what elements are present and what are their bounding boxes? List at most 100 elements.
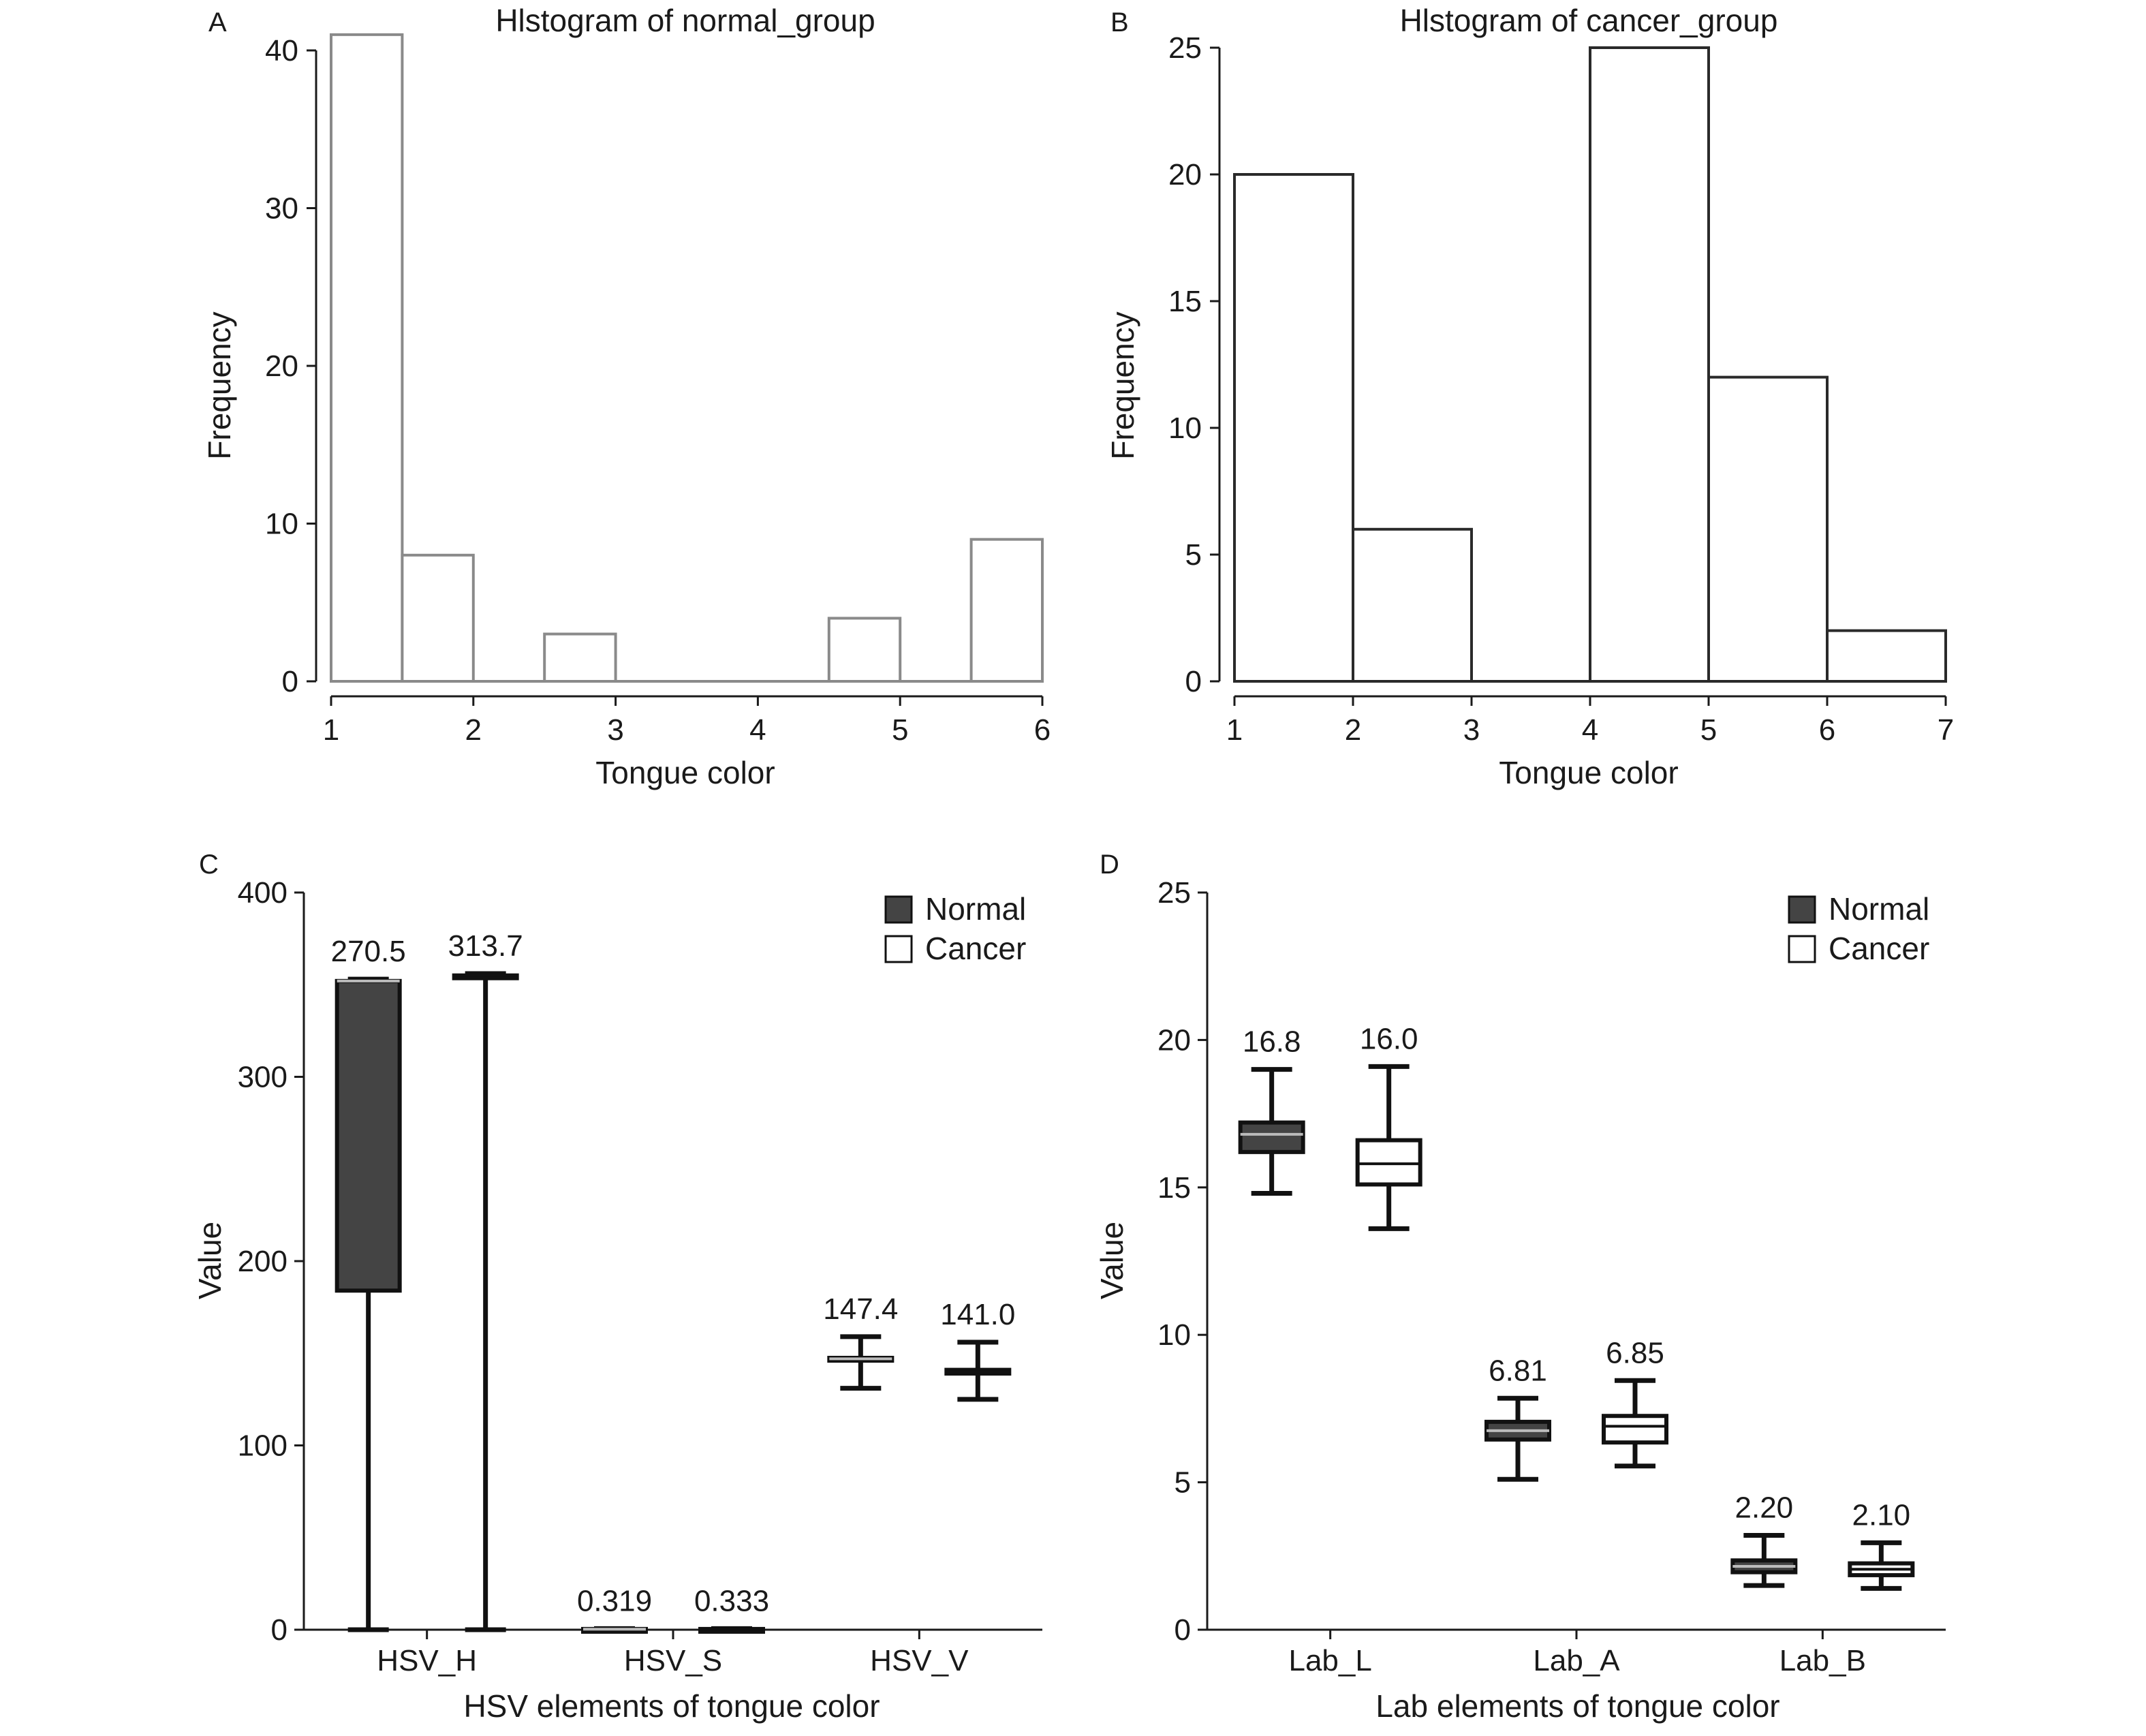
box-iqr <box>337 981 400 1290</box>
x-tick-label-b-3: 4 <box>1582 713 1598 747</box>
histogram-bar-a-1 <box>402 555 473 681</box>
y-tick-label-d-2: 10 <box>1157 1318 1191 1352</box>
x-tick-label-b-5: 6 <box>1819 713 1835 747</box>
y-tick-label-a-1: 10 <box>265 508 298 541</box>
panel-d-boxplot-lab: D Value Lab elements of tongue color 0 5 1… <box>1094 850 1946 1724</box>
y-axis-title-d: Value <box>1094 1222 1130 1299</box>
box-c-hsv_v-cancer <box>946 1342 1009 1399</box>
y-tick-label-a-2: 20 <box>265 350 298 383</box>
legend-label-d-cancer: Cancer <box>1829 931 1929 966</box>
box-iqr <box>1241 1123 1303 1152</box>
y-tick-label-c-1: 100 <box>238 1429 287 1463</box>
legend-label-c-cancer: Cancer <box>925 931 1026 966</box>
box-c-hsv_s-cancer <box>700 1628 763 1632</box>
x-tick-label-b-0: 1 <box>1226 713 1243 747</box>
chart-title-b: Hlstogram of cancer_group <box>1400 3 1778 38</box>
value-label-d-5: 2.10 <box>1852 1498 1911 1532</box>
y-tick-label-d-4: 20 <box>1157 1023 1191 1057</box>
box-iqr <box>1358 1141 1420 1185</box>
x-tick-label-b-4: 5 <box>1700 713 1717 747</box>
y-axis-title-b: Frequency <box>1105 311 1140 459</box>
x-axis-title-b: Tongue color <box>1499 755 1678 790</box>
histogram-bar-a-9 <box>971 540 1042 681</box>
box-c-hsv_s-normal <box>583 1628 646 1632</box>
y-tick-label-a-0: 0 <box>282 665 298 698</box>
box-d-lab_l-cancer <box>1358 1066 1420 1228</box>
x-tick-label-d-2: Lab_B <box>1779 1644 1866 1677</box>
x-tick-label-b-6: 7 <box>1938 713 1954 747</box>
x-axis-title-d: Lab elements of tongue color <box>1375 1688 1779 1724</box>
legend-swatch-c-cancer <box>886 936 912 962</box>
panel-letter-c: C <box>199 850 219 880</box>
x-tick-label-b-2: 3 <box>1463 713 1480 747</box>
y-tick-label-d-5: 25 <box>1157 876 1191 910</box>
y-tick-label-c-4: 400 <box>238 876 287 910</box>
box-d-lab_l-normal <box>1241 1070 1303 1194</box>
panel-a-histogram-normal: A Hlstogram of normal_group Frequency To… <box>202 3 1051 790</box>
value-label-c-0: 270.5 <box>331 935 406 968</box>
y-tick-label-c-0: 0 <box>271 1613 287 1647</box>
x-tick-label-d-1: Lab_A <box>1533 1644 1620 1677</box>
x-tick-label-c-0: HSV_H <box>377 1644 477 1677</box>
box-d-lab_a-normal <box>1487 1398 1549 1479</box>
x-tick-label-a-1: 2 <box>465 713 482 747</box>
histogram-bar-a-7 <box>829 618 900 681</box>
y-tick-label-d-3: 15 <box>1157 1171 1191 1205</box>
panel-letter-b: B <box>1110 7 1129 37</box>
legend-label-c-normal: Normal <box>925 891 1026 927</box>
box-d-lab_a-cancer <box>1604 1380 1666 1466</box>
box-d-lab_b-normal <box>1732 1536 1795 1586</box>
histogram-bar-a-3 <box>544 634 615 681</box>
legend-swatch-c-normal <box>886 897 912 923</box>
x-tick-label-a-5: 6 <box>1034 713 1051 747</box>
x-tick-label-a-3: 4 <box>749 713 766 747</box>
x-tick-label-a-4: 5 <box>892 713 908 747</box>
y-tick-label-b-4: 20 <box>1168 158 1202 191</box>
histogram-bar-b-5 <box>1827 631 1946 681</box>
y-tick-label-c-3: 300 <box>238 1061 287 1094</box>
box-c-hsv_v-normal <box>829 1337 892 1389</box>
figure: A Hlstogram of normal_group Frequency To… <box>0 0 2146 1736</box>
value-label-d-1: 16.0 <box>1360 1022 1418 1055</box>
histogram-bar-b-0 <box>1234 174 1353 681</box>
y-tick-label-d-1: 5 <box>1175 1466 1191 1500</box>
x-tick-label-a-2: 3 <box>607 713 623 747</box>
y-tick-label-b-5: 25 <box>1168 31 1202 65</box>
panel-c-boxplot-hsv: C Value HSV elements of tongue color 0 10… <box>192 850 1042 1724</box>
value-label-c-4: 147.4 <box>823 1292 898 1326</box>
value-label-c-1: 313.7 <box>448 929 523 963</box>
box-iqr <box>1604 1416 1666 1442</box>
y-tick-label-b-3: 15 <box>1168 285 1202 318</box>
value-label-d-2: 6.81 <box>1489 1354 1547 1387</box>
y-tick-label-c-2: 200 <box>238 1245 287 1278</box>
y-tick-label-b-2: 10 <box>1168 412 1202 445</box>
value-label-d-3: 6.85 <box>1606 1336 1664 1369</box>
x-tick-label-b-1: 2 <box>1345 713 1361 747</box>
box-c-hsv_h-cancer <box>454 974 517 1630</box>
histogram-bar-b-1 <box>1353 529 1472 681</box>
x-tick-label-c-2: HSV_V <box>870 1644 969 1677</box>
box-d-lab_b-cancer <box>1850 1543 1912 1588</box>
histogram-bar-b-3 <box>1590 48 1709 681</box>
panel-letter-d: D <box>1100 850 1119 880</box>
x-axis-title-a: Tongue color <box>595 755 775 790</box>
chart-title-a: Hlstogram of normal_group <box>495 3 875 38</box>
panel-b-histogram-cancer: B Hlstogram of cancer_group Frequency To… <box>1105 3 1954 790</box>
value-label-c-2: 0.319 <box>577 1584 652 1617</box>
y-axis-title-c: Value <box>192 1222 228 1299</box>
y-tick-label-a-3: 30 <box>265 192 298 226</box>
value-label-d-4: 2.20 <box>1735 1491 1794 1525</box>
value-label-d-0: 16.8 <box>1243 1025 1301 1059</box>
y-tick-label-b-1: 5 <box>1185 538 1202 572</box>
panel-letter-a: A <box>208 7 227 37</box>
y-tick-label-a-4: 40 <box>265 34 298 67</box>
x-tick-label-c-1: HSV_S <box>624 1644 722 1677</box>
x-tick-label-d-0: Lab_L <box>1288 1644 1371 1677</box>
histogram-bar-a-0 <box>331 35 402 681</box>
legend-label-d-normal: Normal <box>1829 891 1929 927</box>
x-axis-title-c: HSV elements of tongue color <box>463 1688 880 1724</box>
legend-swatch-d-cancer <box>1789 936 1815 962</box>
y-tick-label-b-0: 0 <box>1185 665 1202 698</box>
histogram-bar-b-4 <box>1709 377 1827 681</box>
legend-swatch-d-normal <box>1789 897 1815 923</box>
